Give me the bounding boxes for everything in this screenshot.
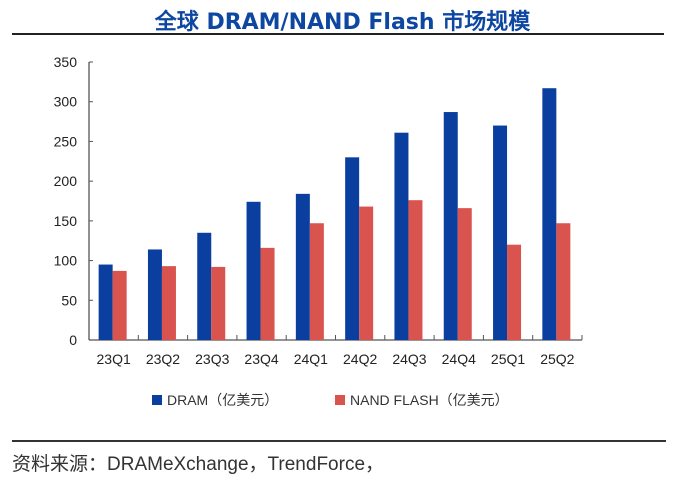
y-tick-label: 250 [54,133,78,149]
y-tick-label: 300 [54,94,78,110]
x-tick-label: 25Q1 [491,351,525,367]
bar-dram [542,88,557,340]
x-tick-label: 24Q4 [442,351,476,367]
x-tick-label: 24Q2 [343,351,377,367]
bar-nand [457,208,472,340]
y-tick-label: 100 [54,253,78,269]
bar-dram [493,125,508,341]
legend-label-nand: NAND FLASH（亿美元） [350,392,509,408]
y-tick-label: 150 [54,213,78,229]
y-tick-label: 350 [54,54,78,70]
bar-dram [197,232,212,340]
bar-dram [345,157,360,340]
x-tick-label: 23Q1 [97,351,131,367]
legend-label-dram: DRAM（亿美元） [167,392,279,408]
title-divider [12,33,664,35]
y-tick-label: 200 [54,173,78,189]
bar-nand [507,244,522,340]
bar-nand [408,200,423,340]
legend-item-nand: NAND FLASH（亿美元） [335,390,509,410]
x-tick-label: 24Q1 [294,351,328,367]
x-tick-label: 24Q3 [392,351,426,367]
x-tick-label: 25Q2 [540,351,574,367]
legend-swatch-nand [335,395,345,405]
source-note: 资料来源：DRAMeXchange，TrendForce， [12,454,385,475]
x-tick-label: 23Q2 [146,351,180,367]
x-tick-label: 23Q3 [195,351,229,367]
bar-dram [443,112,458,340]
bar-dram [295,193,310,340]
bar-dram [147,249,162,340]
chart-title: 全球 DRAM/NAND Flash 市场规模 [154,10,531,35]
legend-swatch-dram [152,395,162,405]
bar-chart: 0 50 100 150 200 250 300 350 23Q1 23Q2 23Q3 23Q4 24Q… [54,54,583,367]
bar-nand [359,206,374,340]
bar-nand [260,247,275,340]
bar-dram [246,201,261,340]
bar-nand [112,270,127,340]
x-tick-label: 23Q4 [244,351,278,367]
bar-nand [211,266,226,340]
bar-dram [98,264,113,340]
bar-nand [556,223,571,340]
bar-nand [309,223,324,340]
y-tick-label: 0 [69,332,77,348]
bar-dram [394,132,409,340]
source-divider [12,440,666,442]
bar-nand [161,266,176,340]
y-tick-label: 50 [61,292,77,308]
legend-item-dram: DRAM（亿美元） [152,390,278,410]
